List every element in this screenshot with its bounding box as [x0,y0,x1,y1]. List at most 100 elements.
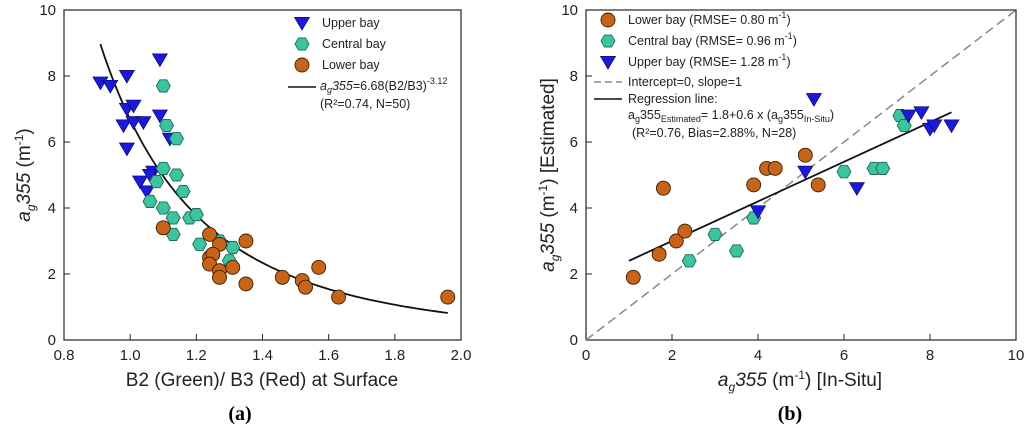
b-x-tick-label: 10 [1008,347,1024,364]
data-point-lower-bay [797,147,813,163]
a-x-tick-label: 1.2 [186,347,207,364]
data-point-central-bay [159,118,175,133]
b-y-tick-label: 6 [570,134,578,151]
a-y-tick-label: 4 [48,200,56,217]
legend-central-bay-rmse: Central bay (RMSE= 0.96 m-1) [628,31,797,48]
a-y-tick-label: 6 [48,134,56,151]
data-point-central-bay [225,241,241,255]
data-point-central-bay [728,244,745,258]
data-point-lower-bay [238,233,254,249]
legend-regression-label: Regression line: [628,92,718,106]
panel-a-legend-markers [293,17,311,73]
panel-b: 0 2 4 6 8 10 0 2 4 6 8 10 ag355 (m-1) [In-Situ] ag3… [536,2,1024,425]
a-x-tick-label: 0.8 [54,347,75,364]
panel-a-points [92,53,456,305]
data-point-upper-bay [926,119,943,134]
panel-a-ticks: 0.8 1.0 1.2 1.4 1.6 1.8 2.0 0 2 4 6 8 10 [39,2,471,364]
b-y-tick-label: 0 [570,332,578,349]
data-point-lower-bay [668,233,684,249]
legend-fit-equation: ag355=6.68(B2/B3)-3.12 [320,76,447,95]
b-y-tick-label: 8 [570,68,578,85]
data-point-central-bay [165,211,181,225]
data-point-lower-bay [274,269,290,285]
data-point-lower-bay [810,177,826,193]
legend-upper-bay-rmse: Upper bay (RMSE= 1.28 m-1) [628,52,791,69]
panel-a-y-axis-title: ag355 (m-1) [12,128,38,221]
data-point-central-bay [681,254,697,268]
a-y-tick-label: 10 [39,2,56,19]
data-point-central-bay [155,201,171,215]
data-point-upper-bay [900,109,917,124]
a-x-tick-label: 1.6 [318,347,339,364]
b-x-tick-label: 6 [840,347,848,364]
legend-upper-bay-marker [599,56,617,70]
legend-central-bay-marker [600,34,616,48]
panel-b-points [625,93,960,285]
data-point-lower-bay [677,223,693,239]
data-point-upper-bay [118,142,136,157]
legend-lower-bay-marker [600,12,616,28]
data-point-lower-bay [651,246,667,262]
legend-fit-stats: (R²=0.74, N=50) [320,97,410,111]
data-point-central-bay [188,208,204,222]
identity-line [585,9,1017,341]
a-x-tick-label: 1.0 [120,347,141,364]
data-point-central-bay [875,161,891,175]
legend-upper-bay-marker [293,17,311,31]
legend-central-bay-marker [294,37,310,51]
panel-b-plot-frame [585,9,1017,341]
data-point-upper-bay [749,205,767,220]
data-point-lower-bay [440,289,456,305]
b-x-tick-label: 8 [926,347,934,364]
data-point-lower-bay [202,226,218,242]
data-point-upper-bay [118,70,136,84]
a-x-tick-label: 1.8 [384,347,405,364]
data-point-upper-bay [805,93,823,107]
panel-b-legend-markers [599,12,617,70]
data-point-lower-bay [746,177,762,193]
data-point-lower-bay [655,180,671,196]
data-point-central-bay [707,227,723,241]
panel-a: 0.8 1.0 1.2 1.4 1.6 1.8 2.0 0 2 4 6 8 10 B2 (Green)/… [12,2,471,425]
data-point-upper-bay [151,109,169,124]
b-x-tick-label: 2 [668,347,676,364]
panel-a-label: (a) [228,403,251,425]
a-y-tick-label: 0 [48,332,56,349]
panel-a-plot-frame [63,9,462,341]
data-point-lower-bay [212,269,227,285]
data-point-central-bay [836,165,852,179]
data-point-upper-bay [913,106,930,121]
legend-lower-bay: Lower bay [322,58,380,72]
data-point-lower-bay [238,276,254,292]
data-point-lower-bay [298,279,313,295]
legend-identity-label: Intercept=0, slope=1 [628,75,742,89]
legend-regression-stats: (R²=0.76, Bias=2.88%, N=28) [632,126,796,140]
legend-lower-bay-marker [294,57,310,73]
data-point-upper-bay [151,53,169,68]
b-x-tick-label: 4 [754,347,762,364]
b-x-tick-label: 0 [582,347,590,364]
data-point-upper-bay [125,116,142,130]
data-point-central-bay [149,175,165,189]
data-point-lower-bay [311,259,327,275]
data-point-lower-bay [625,269,641,285]
data-point-central-bay [175,184,191,199]
data-point-lower-bay [225,259,241,275]
data-point-upper-bay [125,99,142,114]
data-point-central-bay [168,132,185,146]
legend-regression-equation: ag355Estimated= 1.8+0.6 x (ag355In-Situ) [628,108,834,124]
b-y-tick-label: 2 [570,266,578,283]
data-point-central-bay [155,79,171,93]
data-point-upper-bay [115,119,132,134]
b-y-tick-label: 4 [570,200,578,217]
data-point-upper-bay [848,182,866,196]
a-y-tick-label: 8 [48,68,56,85]
data-point-lower-bay [331,289,347,305]
legend-lower-bay-rmse: Lower bay (RMSE= 0.80 m-1) [628,10,791,27]
data-point-upper-bay [102,79,119,94]
data-point-central-bay [155,161,171,175]
b-y-tick-label: 10 [561,2,578,19]
a-x-tick-label: 1.4 [252,347,273,364]
data-point-upper-bay [135,116,152,130]
